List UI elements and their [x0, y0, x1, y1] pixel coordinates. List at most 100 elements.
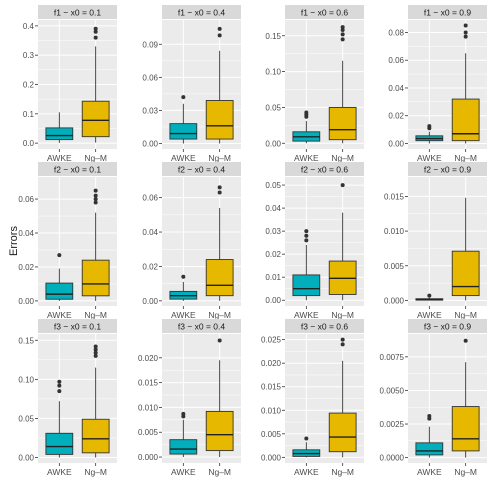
x-tick-label: AWKE [294, 153, 319, 163]
x-tick-label: Ng–M [208, 153, 231, 163]
y-tick-label: 0.0 [23, 139, 35, 148]
x-tick-label: Ng–M [208, 467, 231, 477]
box-ng-m [451, 406, 480, 452]
outlier-point [93, 353, 98, 358]
x-tick-label: Ng–M [208, 310, 231, 320]
outlier-point [427, 413, 432, 418]
outlier-point [93, 29, 98, 34]
box-awke [45, 127, 74, 141]
y-tick-label: 0.015 [261, 383, 282, 392]
outlier-point [304, 229, 309, 234]
x-tick-label: Ng–M [331, 310, 354, 320]
box-ng-m [451, 250, 480, 297]
x-tick-label: AWKE [294, 310, 319, 320]
facet-title: f3 − x0 = 0.6 [301, 322, 349, 332]
outlier-point [57, 379, 62, 384]
facet-title: f2 − x0 = 0.6 [301, 165, 349, 175]
facet-title: f1 − x0 = 0.6 [301, 8, 349, 18]
y-tick-label: 0.04 [388, 84, 404, 93]
outlier-point [57, 389, 62, 394]
y-tick-label: 0.04 [18, 229, 34, 238]
box-ng-m [205, 259, 234, 297]
y-tick-label: 0.04 [265, 204, 281, 213]
y-tick-label: 0.04 [142, 228, 158, 237]
box-ng-m [81, 100, 110, 138]
facet-strip [408, 162, 487, 176]
y-tick-label: 0.01 [265, 273, 281, 282]
box-awke [169, 439, 198, 455]
facet-title: f3 − x0 = 0.9 [424, 322, 472, 332]
y-tick-label: 0.10 [265, 68, 281, 77]
y-tick-label: 0.05 [265, 103, 281, 112]
x-tick-label: AWKE [171, 153, 196, 163]
facet-strip [38, 5, 117, 19]
y-tick-label: 0.03 [265, 227, 281, 236]
y-tick-label: 0.05 [265, 181, 281, 190]
outlier-point [340, 337, 345, 342]
y-tick-label: 0.0050 [380, 386, 405, 395]
outlier-point [304, 233, 309, 238]
outlier-point [340, 28, 345, 33]
facet-title: f2 − x0 = 0.1 [54, 165, 102, 175]
facet-strip [38, 319, 117, 333]
facet-title: f3 − x0 = 0.4 [178, 322, 226, 332]
y-tick-label: 0.00 [18, 297, 34, 306]
facet-strip [162, 319, 241, 333]
x-tick-label: AWKE [294, 467, 319, 477]
facet-strip [408, 5, 487, 19]
outlier-point [217, 190, 222, 195]
x-tick-label: Ng–M [331, 467, 354, 477]
y-tick-label: 0.0075 [380, 353, 405, 362]
y-tick-label: 0.06 [142, 73, 158, 82]
y-tick-label: 0.00 [142, 297, 158, 306]
y-tick-label: 0.000 [384, 296, 405, 305]
outlier-point [57, 253, 62, 258]
y-tick-label: 0.0000 [380, 454, 405, 463]
facet-strip [285, 319, 364, 333]
outlier-point [217, 338, 222, 343]
y-tick-label: 0.025 [261, 336, 282, 345]
outlier-point [217, 185, 222, 190]
x-tick-label: Ng–M [454, 310, 477, 320]
outlier-point [217, 26, 222, 31]
outlier-point [304, 436, 309, 441]
facet-title: f1 − x0 = 0.4 [178, 8, 226, 18]
outlier-point [93, 344, 98, 349]
y-tick-label: 0.020 [261, 359, 282, 368]
y-tick-label: 0.15 [18, 336, 34, 345]
y-tick-label: 0.02 [18, 263, 34, 272]
x-tick-label: AWKE [417, 153, 442, 163]
facet-strip [162, 162, 241, 176]
outlier-point [93, 347, 98, 352]
outlier-point [304, 110, 309, 115]
facet-strip [285, 5, 364, 19]
outlier-point [340, 37, 345, 42]
y-tick-label: 0.000 [138, 453, 159, 462]
y-tick-label: 0.1 [23, 110, 35, 119]
y-tick-label: 0.00 [265, 139, 281, 148]
box-awke [292, 274, 321, 297]
outlier-point [304, 238, 309, 243]
y-tick-label: 0.015 [384, 192, 405, 201]
box-awke [169, 123, 198, 140]
x-tick-label: AWKE [171, 310, 196, 320]
y-tick-label: 0.010 [138, 403, 159, 412]
outlier-point [340, 25, 345, 30]
y-tick-label: 0.020 [138, 354, 159, 363]
box-ng-m [328, 412, 357, 453]
outlier-point [463, 34, 468, 39]
outlier-point [93, 350, 98, 355]
y-tick-label: 0.08 [388, 28, 404, 37]
y-tick-label: 0.06 [142, 194, 158, 203]
y-tick-label: 0.02 [265, 250, 281, 259]
x-tick-label: AWKE [417, 310, 442, 320]
y-tick-label: 0.03 [142, 106, 158, 115]
y-tick-label: 0.015 [138, 379, 159, 388]
outlier-point [93, 35, 98, 40]
x-tick-label: Ng–M [454, 467, 477, 477]
box-ng-m [81, 259, 110, 297]
y-tick-label: 0.4 [23, 22, 35, 31]
outlier-point [93, 193, 98, 198]
